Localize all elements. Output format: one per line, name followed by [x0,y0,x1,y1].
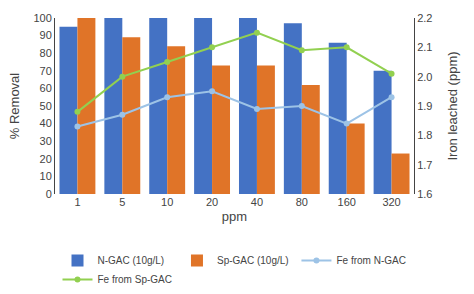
svg-text:2.1: 2.1 [417,41,432,53]
svg-text:% Removal: % Removal [7,73,22,140]
svg-text:90: 90 [40,29,52,41]
svg-text:2.0: 2.0 [417,71,432,83]
svg-text:0: 0 [46,188,52,200]
svg-text:1.8: 1.8 [417,129,432,141]
svg-text:320: 320 [382,196,400,208]
svg-text:80: 80 [296,196,308,208]
svg-text:100: 100 [33,12,51,24]
svg-text:80: 80 [40,47,52,59]
svg-text:ppm: ppm [222,209,247,224]
svg-text:10: 10 [40,170,52,182]
svg-text:Fe from Sp-GAC: Fe from Sp-GAC [98,274,172,285]
svg-text:60: 60 [40,82,52,94]
svg-text:1.7: 1.7 [417,159,432,171]
svg-text:30: 30 [40,135,52,147]
svg-text:Sp-GAC (10g/L): Sp-GAC (10g/L) [217,255,289,266]
svg-text:20: 20 [40,153,52,165]
svg-text:1.6: 1.6 [417,188,432,200]
svg-text:40: 40 [251,196,263,208]
svg-text:40: 40 [40,117,52,129]
svg-text:Fe from N-GAC: Fe from N-GAC [336,255,405,266]
svg-text:10: 10 [161,196,173,208]
svg-text:50: 50 [40,100,52,112]
svg-text:Iron leached (ppm): Iron leached (ppm) [445,51,460,160]
svg-text:N-GAC (10g/L): N-GAC (10g/L) [98,255,165,266]
svg-text:20: 20 [206,196,218,208]
svg-text:160: 160 [338,196,356,208]
svg-text:70: 70 [40,65,52,77]
svg-text:1.9: 1.9 [417,100,432,112]
svg-text:5: 5 [119,196,125,208]
svg-text:2.2: 2.2 [417,12,432,24]
svg-text:1: 1 [74,196,80,208]
